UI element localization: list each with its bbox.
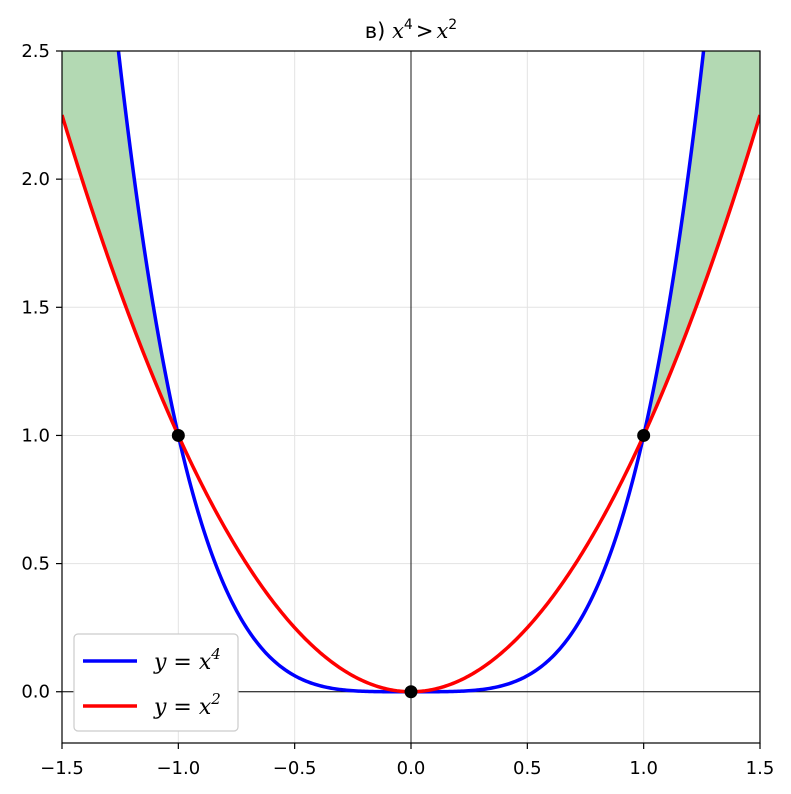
intersection-point-2	[637, 428, 651, 442]
x-tick-label-4: 0.5	[513, 758, 542, 779]
legend-label-x2: y = x2	[153, 690, 221, 720]
shaded-region-0	[62, 51, 179, 436]
shaded-regions	[62, 51, 760, 436]
x-tick-label-2: −0.5	[273, 758, 317, 779]
legend-label-x4: y = x4	[153, 645, 221, 675]
points	[171, 428, 651, 699]
y-tick-label-4: 2.0	[21, 169, 50, 190]
y-tick-label-1: 0.5	[21, 554, 50, 575]
intersection-point-0	[171, 428, 185, 442]
y-tick-label-3: 1.5	[21, 297, 50, 318]
y-tick-label-0: 0.0	[21, 682, 50, 703]
intersection-point-1	[404, 685, 418, 699]
legend: y = x4 y = x2	[73, 633, 239, 732]
y-tick-label-5: 2.5	[21, 41, 50, 62]
ticks: −1.5 −1.0 −0.5 0.0 0.5 1.0 1.5 0.0 0.5 1.0 1.5 2.0 2…	[21, 41, 774, 779]
x-tick-label-3: 0.0	[397, 758, 426, 779]
shaded-region-1	[643, 51, 760, 436]
y-tick-label-2: 1.0	[21, 425, 50, 446]
x-tick-label-6: 1.5	[746, 758, 775, 779]
chart-title: в) x4 > x2	[365, 17, 457, 43]
x-tick-label-1: −1.0	[156, 758, 200, 779]
x-tick-label-0: −1.5	[40, 758, 84, 779]
x-tick-label-5: 1.0	[629, 758, 658, 779]
